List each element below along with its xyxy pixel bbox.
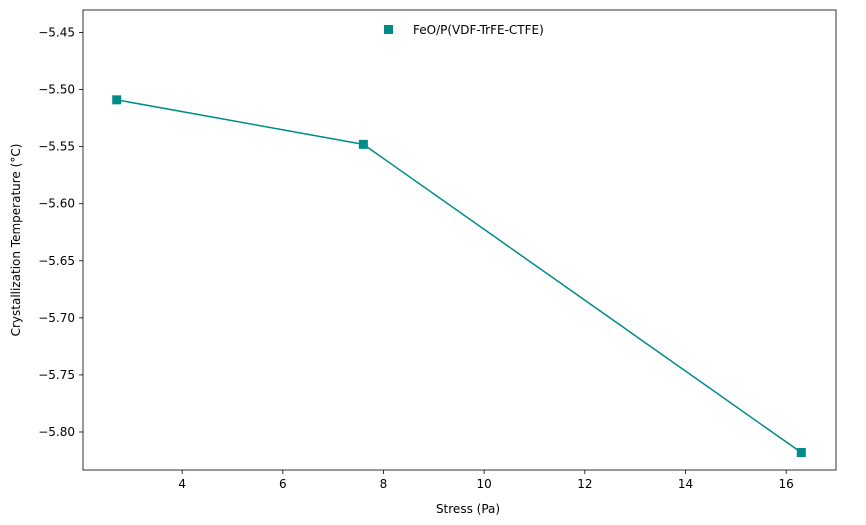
x-tick-label: 16: [779, 477, 794, 491]
legend: FeO/P(VDF-TrFE-CTFE): [384, 23, 544, 37]
x-axis-label: Stress (Pa): [436, 502, 500, 516]
x-axis-ticks: 4 6 8 10 12 14 16: [178, 470, 794, 491]
legend-label: FeO/P(VDF-TrFE-CTFE): [413, 23, 544, 37]
series-layer: [112, 95, 806, 458]
y-tick-label: −5.45: [38, 25, 75, 39]
data-point: [796, 448, 806, 458]
x-tick-label: 14: [678, 477, 693, 491]
data-point: [358, 139, 368, 149]
y-tick-label: −5.55: [38, 140, 75, 154]
y-tick-label: −5.60: [38, 197, 75, 211]
x-tick-label: 12: [577, 477, 592, 491]
x-tick-label: 6: [279, 477, 287, 491]
legend-marker-icon: [384, 25, 393, 34]
x-tick-label: 4: [178, 477, 186, 491]
x-tick-label: 10: [477, 477, 492, 491]
y-tick-label: −5.75: [38, 368, 75, 382]
plot-area: [82, 9, 837, 471]
y-tick-label: −5.50: [38, 83, 75, 97]
x-tick-label: 8: [380, 477, 388, 491]
y-axis-label: Crystallization Temperature (°C): [9, 144, 23, 337]
y-axis-ticks: −5.45 −5.50 −5.55 −5.60 −5.65 −5.70 −5.75 −5.80: [38, 25, 83, 439]
y-tick-label: −5.80: [38, 425, 75, 439]
plot-frame: [82, 9, 837, 471]
data-point: [112, 95, 122, 105]
y-tick-label: −5.70: [38, 311, 75, 325]
y-tick-label: −5.65: [38, 254, 75, 268]
